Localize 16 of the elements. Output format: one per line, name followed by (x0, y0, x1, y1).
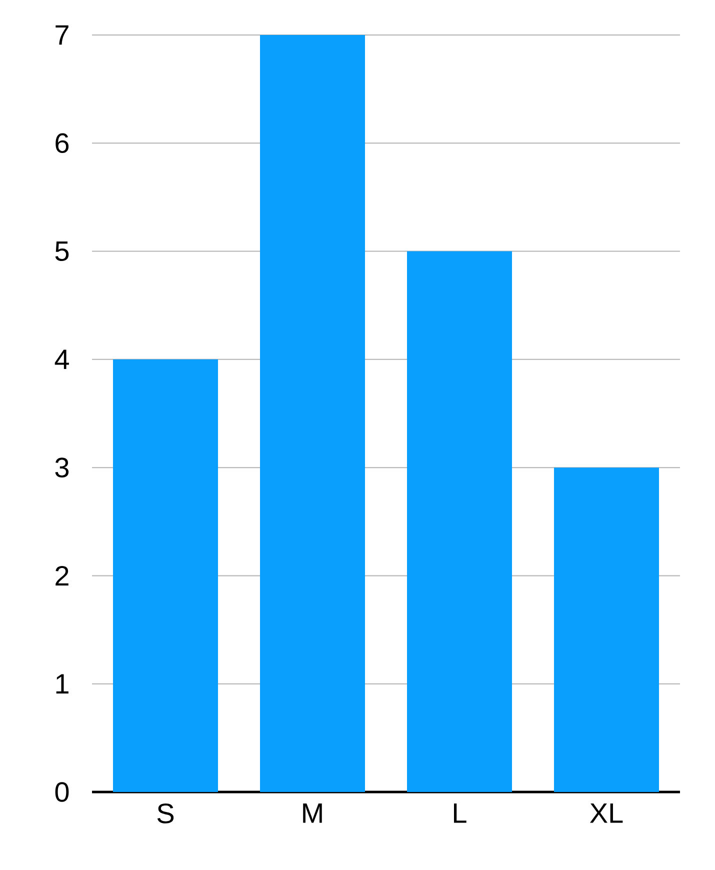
y-tick-label: 7 (56, 25, 68, 45)
x-tick-label: L (454, 804, 466, 823)
y-tick-label: 4 (54, 350, 69, 370)
y-tick-label: 2 (56, 566, 68, 586)
x-tick-label: S (157, 804, 174, 824)
x-tick-label: XL (590, 804, 623, 823)
bar (260, 34, 365, 792)
bar (407, 251, 512, 792)
y-tick-label: 5 (55, 242, 69, 262)
y-tick-label: 6 (56, 133, 69, 154)
y-tick-label: 0 (55, 782, 69, 802)
x-tick-label: M (303, 804, 322, 823)
y-tick-label: 3 (55, 458, 69, 478)
bar (113, 359, 218, 792)
bar (554, 468, 659, 792)
y-tick-label: 1 (56, 674, 68, 694)
